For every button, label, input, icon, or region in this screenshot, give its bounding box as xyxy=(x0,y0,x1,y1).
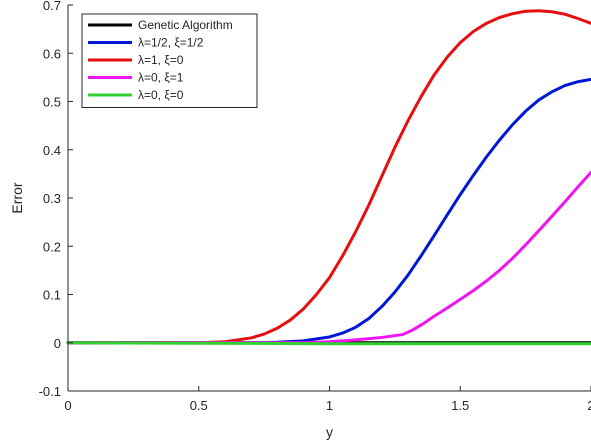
x-tick-label: 1 xyxy=(326,398,333,413)
x-tick-label: 2 xyxy=(587,398,591,413)
legend-entry-label: λ=0, ξ=1 xyxy=(138,71,184,85)
y-tick-label: 0.6 xyxy=(43,46,61,61)
legend-entry-label: λ=1/2, ξ=1/2 xyxy=(138,36,204,50)
legend-entry-label: λ=1, ξ=0 xyxy=(138,53,184,67)
y-tick-label: 0.2 xyxy=(43,239,61,254)
x-axis-label: y xyxy=(326,424,333,440)
y-tick-label: 0 xyxy=(54,336,61,351)
legend-entry-label: λ=0, ξ=0 xyxy=(138,88,184,102)
series-line-3 xyxy=(66,9,591,345)
y-tick-label: 0.1 xyxy=(43,288,61,303)
series-line-5 xyxy=(66,341,591,346)
x-tick-label: 1.5 xyxy=(451,398,469,413)
y-axis-label: Error xyxy=(9,182,25,213)
y-tick-label: 0.5 xyxy=(43,95,61,110)
y-tick-label: 0.3 xyxy=(43,191,61,206)
y-tick-label: 0.4 xyxy=(43,143,61,158)
series-line-4 xyxy=(66,170,591,345)
axis-layer: 00.511.52-0.100.10.20.30.40.50.60.7 xyxy=(39,0,591,413)
x-tick-label: 0 xyxy=(64,398,71,413)
x-tick-label: 0.5 xyxy=(190,398,208,413)
legend-entry-label: Genetic Algorithm xyxy=(138,18,233,32)
legend: Genetic Algorithm λ=1/2, ξ=1/2 λ=1, ξ=0 λ=0… xyxy=(81,13,258,108)
y-tick-label: 0.7 xyxy=(43,0,61,13)
legend-box xyxy=(81,13,258,108)
y-tick-label: -0.1 xyxy=(39,384,61,399)
